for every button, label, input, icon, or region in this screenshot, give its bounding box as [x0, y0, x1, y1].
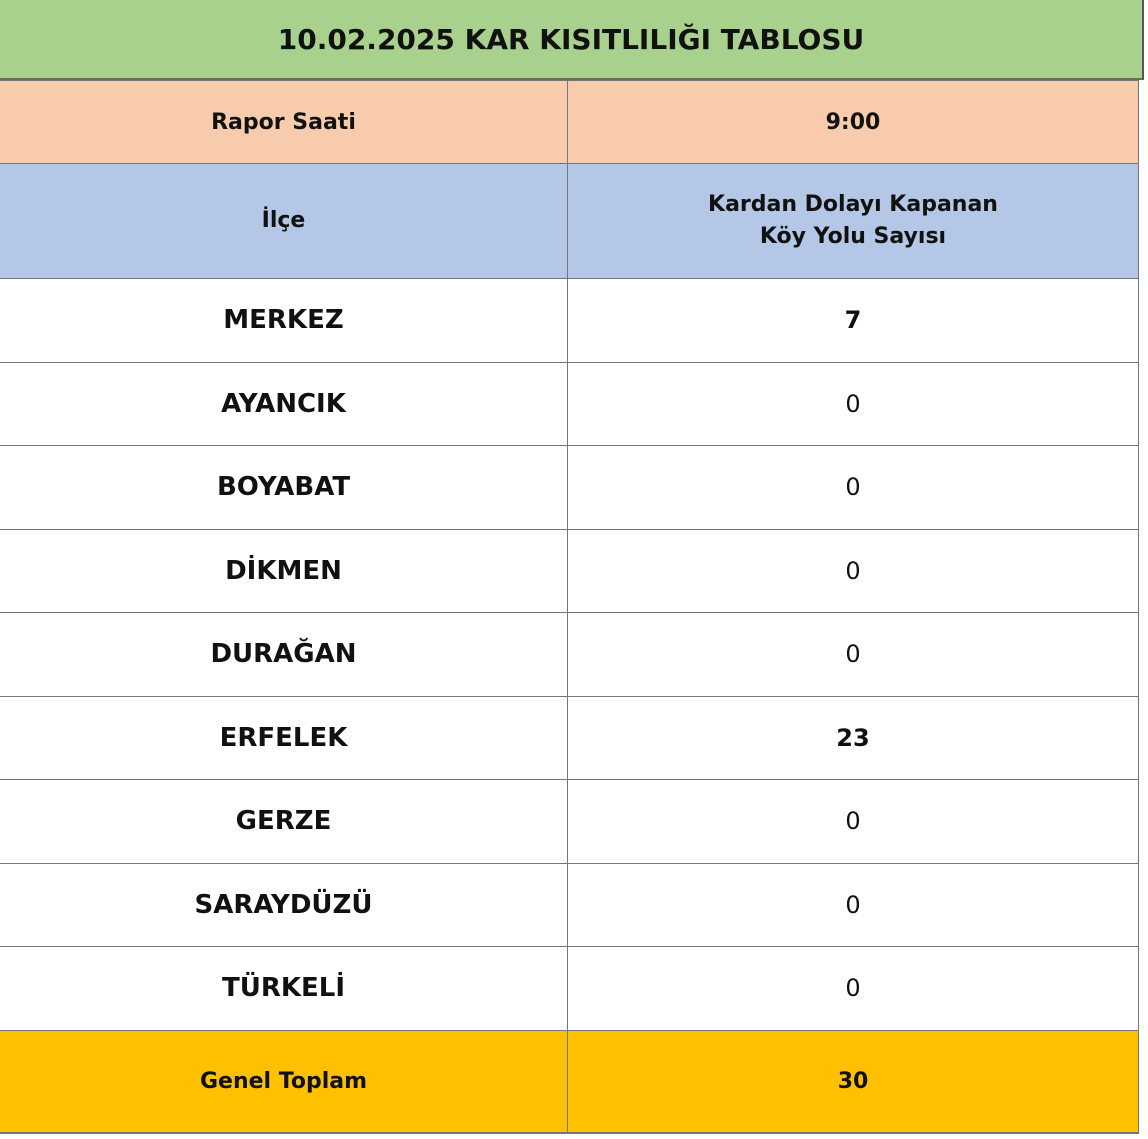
count-cell: 0	[567, 361, 1139, 446]
count-cell: 23	[567, 695, 1139, 780]
count-cell: 0	[567, 862, 1139, 947]
district-cell: DİKMEN	[0, 528, 568, 613]
report-time-value: 9:00	[567, 80, 1139, 164]
count-header-line1: Kardan Dolayı Kapanan	[708, 192, 998, 217]
table-row: AYANCIK 0	[0, 361, 1139, 446]
table-row: DURAĞAN 0	[0, 612, 1139, 697]
table-row: GERZE 0	[0, 779, 1139, 864]
district-cell: SARAYDÜZÜ	[0, 862, 568, 947]
table-row: ERFELEK 23	[0, 695, 1139, 780]
district-cell: TÜRKELİ	[0, 946, 568, 1031]
table-title: 10.02.2025 KAR KISITLILIĞI TABLOSU	[0, 0, 1144, 80]
count-header-line2: Köy Yolu Sayısı	[759, 224, 947, 249]
header-row: İlçe Kardan Dolayı Kapanan Köy Yolu Sayıs…	[0, 163, 1139, 279]
count-cell: 0	[567, 528, 1139, 613]
table-row: BOYABAT 0	[0, 445, 1139, 530]
count-cell: 0	[567, 445, 1139, 530]
table-row: TÜRKELİ 0	[0, 946, 1139, 1031]
district-cell: ERFELEK	[0, 695, 568, 780]
district-cell: BOYABAT	[0, 445, 568, 530]
report-time-row: Rapor Saati 9:00	[0, 80, 1139, 164]
district-cell: GERZE	[0, 779, 568, 864]
snow-restriction-table: Rapor Saati 9:00 İlçe Kardan Dolayı Kapa…	[0, 80, 1139, 1134]
count-cell: 0	[567, 946, 1139, 1031]
count-cell: 0	[567, 779, 1139, 864]
district-cell: MERKEZ	[0, 278, 568, 363]
table-row: SARAYDÜZÜ 0	[0, 862, 1139, 947]
district-cell: DURAĞAN	[0, 612, 568, 697]
table-row: DİKMEN 0	[0, 528, 1139, 613]
count-header: Kardan Dolayı Kapanan Köy Yolu Sayısı	[567, 163, 1139, 279]
table-row: MERKEZ 7	[0, 278, 1139, 363]
total-label: Genel Toplam	[0, 1029, 568, 1134]
count-cell: 0	[567, 612, 1139, 697]
report-time-label: Rapor Saati	[0, 80, 568, 164]
district-cell: AYANCIK	[0, 361, 568, 446]
count-cell: 7	[567, 278, 1139, 363]
total-row: Genel Toplam 30	[0, 1029, 1139, 1134]
district-header: İlçe	[0, 163, 568, 279]
total-value: 30	[567, 1029, 1139, 1134]
